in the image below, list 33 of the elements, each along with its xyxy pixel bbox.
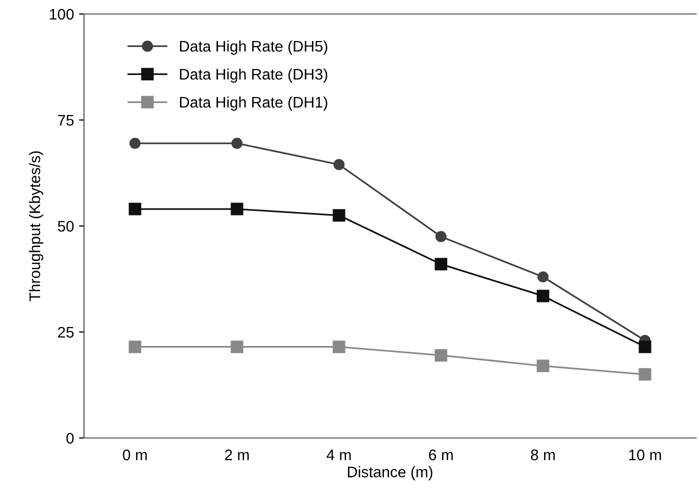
y-tick-label: 0 [66, 432, 74, 444]
y-axis-title: Throughput (Kbytes/s) [28, 151, 44, 302]
point [230, 202, 244, 216]
x-tick-label: 6 m [429, 450, 453, 460]
point [129, 138, 141, 149]
legend-label: Data High Rate (DH5) [180, 40, 328, 55]
legend-label: Data High Rate (DH1) [180, 96, 328, 111]
point [435, 231, 447, 242]
y-tick-label: 25 [58, 326, 74, 338]
legend-label: Data High Rate (DH3) [180, 68, 328, 83]
point [332, 340, 346, 354]
point [128, 202, 142, 216]
point [638, 368, 652, 381]
point [536, 290, 550, 302]
point [128, 340, 142, 354]
point [537, 271, 549, 282]
point [536, 360, 550, 372]
point [434, 258, 448, 270]
point [434, 349, 448, 362]
x-tick-label: 2 m [225, 450, 249, 460]
point [332, 209, 346, 222]
point [231, 138, 243, 149]
y-tick-label: 75 [58, 115, 74, 126]
x-axis-title: Distance (m) [348, 466, 432, 480]
x-tick-label: 0 m [122, 450, 147, 460]
y-tick-label: 50 [58, 220, 74, 232]
point [638, 340, 652, 354]
point [230, 340, 244, 354]
x-tick-label: 8 m [530, 450, 555, 460]
y-tick-label: 100 [50, 8, 74, 20]
x-tick-label: 10 m [629, 450, 661, 460]
point [333, 158, 345, 170]
x-tick-label: 4 m [326, 450, 351, 460]
